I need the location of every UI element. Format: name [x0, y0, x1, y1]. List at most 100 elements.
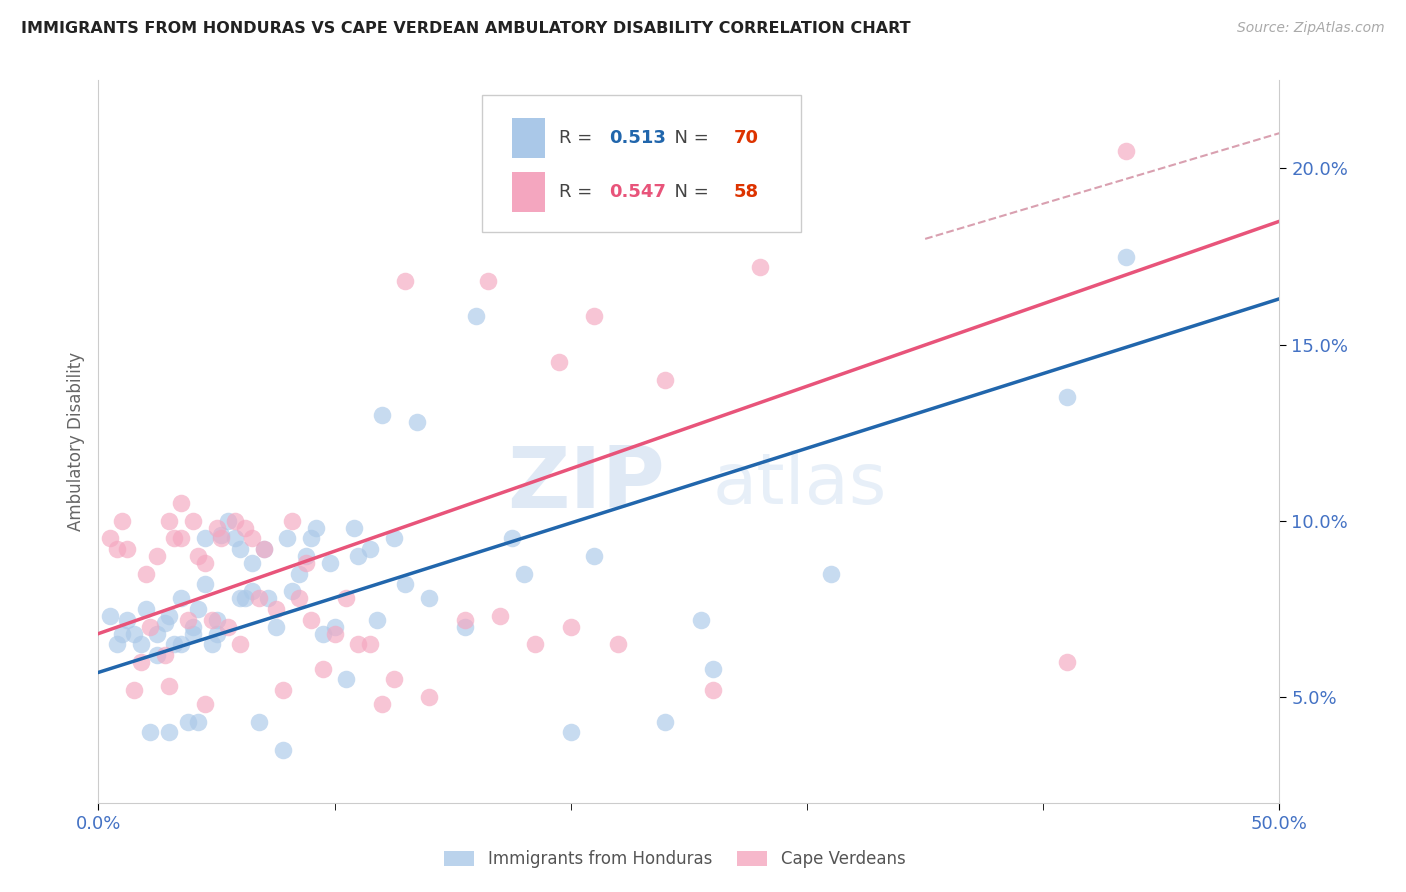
Point	[560, 619, 582, 633]
Point	[264, 602, 287, 616]
Point	[295, 549, 318, 563]
Point	[181, 514, 204, 528]
Point	[1056, 391, 1078, 405]
Point	[583, 310, 606, 324]
Point	[323, 619, 346, 633]
Point	[201, 637, 224, 651]
Point	[177, 714, 200, 729]
Point	[382, 532, 405, 546]
Point	[418, 690, 440, 704]
Point	[170, 591, 193, 606]
Point	[366, 613, 388, 627]
Point	[194, 577, 217, 591]
Text: R =: R =	[560, 129, 598, 147]
Point	[105, 637, 128, 651]
Point	[217, 619, 239, 633]
Point	[146, 626, 169, 640]
Point	[139, 619, 162, 633]
Point	[271, 683, 294, 698]
Point	[607, 637, 630, 651]
Point	[323, 626, 346, 640]
Point	[305, 521, 328, 535]
Point	[524, 637, 547, 651]
Point	[157, 609, 180, 624]
Point	[702, 662, 724, 676]
Point	[224, 514, 246, 528]
Text: R =: R =	[560, 183, 598, 202]
Point	[229, 637, 252, 651]
Point	[240, 584, 263, 599]
Point	[253, 542, 276, 557]
Point	[153, 648, 176, 662]
Point	[312, 626, 335, 640]
Point	[371, 408, 394, 422]
Point	[319, 556, 342, 570]
Point	[583, 549, 606, 563]
Point	[157, 725, 180, 739]
Point	[209, 532, 232, 546]
Text: Source: ZipAtlas.com: Source: ZipAtlas.com	[1237, 21, 1385, 36]
Point	[170, 496, 193, 510]
Point	[312, 662, 335, 676]
Point	[153, 615, 176, 630]
Point	[281, 584, 304, 599]
Text: 0.513: 0.513	[609, 129, 665, 147]
Point	[205, 626, 228, 640]
Point	[135, 566, 157, 581]
Text: 58: 58	[734, 183, 759, 202]
Point	[371, 697, 394, 711]
Point	[1115, 250, 1137, 264]
Point	[157, 680, 180, 694]
Point	[205, 521, 228, 535]
Point	[453, 619, 475, 633]
Point	[217, 514, 239, 528]
Point	[233, 591, 256, 606]
Point	[194, 556, 217, 570]
Point	[281, 514, 304, 528]
Text: N =: N =	[664, 183, 714, 202]
Point	[394, 274, 416, 288]
Point	[394, 577, 416, 591]
Point	[247, 591, 270, 606]
Point	[299, 532, 322, 546]
Point	[276, 532, 298, 546]
Point	[205, 613, 228, 627]
Point	[177, 613, 200, 627]
Point	[548, 355, 571, 369]
Point	[288, 566, 311, 581]
Point	[194, 697, 217, 711]
Point	[512, 566, 534, 581]
Point	[347, 549, 370, 563]
Point	[122, 626, 145, 640]
Point	[264, 619, 287, 633]
Point	[288, 591, 311, 606]
Text: IMMIGRANTS FROM HONDURAS VS CAPE VERDEAN AMBULATORY DISABILITY CORRELATION CHART: IMMIGRANTS FROM HONDURAS VS CAPE VERDEAN…	[21, 21, 911, 37]
Point	[98, 532, 121, 546]
Text: N =: N =	[664, 129, 714, 147]
Point	[163, 532, 186, 546]
Point	[105, 542, 128, 557]
Point	[240, 556, 263, 570]
Text: 70: 70	[734, 129, 759, 147]
Point	[477, 274, 499, 288]
Point	[129, 655, 152, 669]
Point	[170, 637, 193, 651]
Text: 0.547: 0.547	[609, 183, 665, 202]
Point	[748, 260, 770, 274]
Point	[271, 743, 294, 757]
Point	[163, 637, 186, 651]
Point	[146, 549, 169, 563]
FancyBboxPatch shape	[512, 119, 546, 158]
Point	[181, 626, 204, 640]
Point	[295, 556, 318, 570]
Point	[347, 637, 370, 651]
Point	[501, 532, 523, 546]
Point	[240, 532, 263, 546]
Point	[654, 373, 676, 387]
Point	[702, 683, 724, 698]
Point	[654, 714, 676, 729]
Point	[111, 514, 134, 528]
Point	[257, 591, 280, 606]
Point	[181, 619, 204, 633]
Point	[122, 683, 145, 698]
